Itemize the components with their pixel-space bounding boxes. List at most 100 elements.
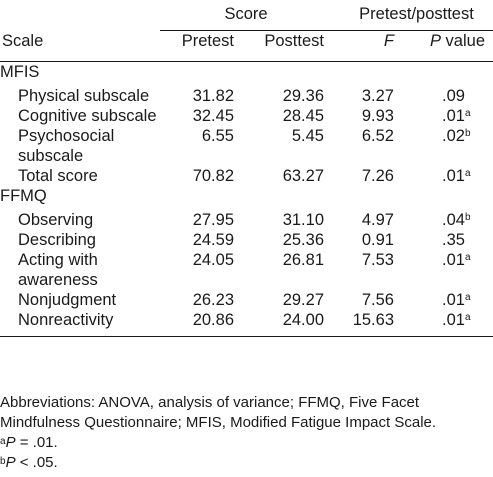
row-p-number: .09 — [442, 87, 465, 105]
row-scale-label-line-1: Total score — [18, 167, 98, 185]
row-pretest-value: 27.95 — [192, 211, 234, 229]
row-pretest-value: 70.82 — [192, 167, 234, 185]
row-f-value: 7.26 — [361, 167, 394, 185]
column-header-row: Scale Pretest Posttest F P value — [0, 30, 493, 62]
row-scale-label-line-2: awareness — [18, 271, 98, 289]
table-row: Acting with awareness 24.05 26.81 7.53 .01a — [0, 250, 493, 290]
row-scale-label-line-1: Cognitive subscale — [18, 107, 157, 125]
row-scale-label: Describing — [0, 230, 160, 250]
row-scale-label: Psychosocial subscale — [0, 126, 160, 166]
row-scale-label: Nonjudgment — [0, 290, 160, 310]
table-row: Nonreactivity 20.86 24.00 15.63.01a — [0, 310, 493, 337]
group-header-score: Score — [160, 4, 332, 31]
row-f-value: 7.56 — [361, 291, 394, 309]
row-posttest-value: 31.10 — [282, 211, 324, 229]
column-header-scale: Scale — [0, 30, 160, 62]
results-table: Score Pretest/posttest Scale Pretest Pos… — [0, 4, 493, 337]
row-scale-label-line-2: subscale — [18, 147, 84, 165]
row-p-footnote-mark: b — [464, 128, 471, 139]
row-scale-label-line-1: Physical subscale — [18, 87, 150, 105]
row-p-number: .02 — [442, 127, 465, 145]
row-pretest-value: 26.23 — [192, 291, 234, 309]
row-scale-label-line-1: Observing — [18, 211, 94, 229]
row-p-value: .35 — [408, 230, 493, 250]
section-row-mfis: MFIS — [0, 62, 493, 87]
row-p-footnote-mark: a — [464, 252, 471, 263]
row-p-value: .01a — [408, 250, 493, 290]
abbreviations-line-2: Mindfulness Questionnaire; MFIS, Modifie… — [0, 414, 437, 431]
row-p-value: .04b — [408, 210, 493, 230]
row-scale-label: Cognitive subscale — [0, 106, 160, 126]
row-f-value: 9.93 — [361, 107, 394, 125]
row-posttest-value: 25.36 — [282, 231, 324, 249]
column-header-f: F — [332, 30, 408, 62]
table-row: Cognitive subscale 32.45 28.45 9.93 .01a — [0, 106, 493, 126]
row-f-value: 4.97 — [361, 211, 394, 229]
row-posttest-value: 29.36 — [282, 87, 324, 105]
column-header-p-letter: P — [429, 32, 441, 50]
row-f-value: 6.52 — [361, 127, 394, 145]
footnote-b-p: P — [5, 454, 16, 471]
table-row: Psychosocial subscale 6.55 5.45 6.52 .02b — [0, 126, 493, 166]
row-posttest-value: 24.00 — [242, 310, 332, 337]
row-f-value: 3.27 — [361, 87, 394, 105]
footnote-a: aP = .01. — [0, 433, 490, 453]
row-pretest-value: 32.45 — [192, 107, 234, 125]
row-p-footnote-mark: a — [464, 312, 471, 323]
row-scale-label-line-1: Nonreactivity — [18, 311, 114, 329]
row-f-value: 7.53 — [361, 251, 394, 269]
row-p-footnote-mark: a — [464, 292, 471, 303]
row-scale-label-line-1: Psychosocial — [18, 127, 115, 145]
row-f-value: 15.63 — [332, 310, 408, 337]
row-pretest-value: 24.05 — [192, 251, 234, 269]
row-p-value: .01a — [408, 310, 493, 337]
column-header-posttest: Posttest — [242, 30, 332, 62]
row-posttest-value: 63.27 — [282, 167, 324, 185]
row-pretest-value: 24.59 — [192, 231, 234, 249]
footnote-b: bP < .05. — [0, 453, 490, 473]
abbreviations-line-1: Abbreviations: ANOVA, analysis of varian… — [0, 394, 420, 411]
section-label: MFIS — [0, 63, 40, 81]
row-scale-label: Total score — [0, 166, 160, 186]
row-p-footnote-mark: a — [464, 168, 471, 179]
table-row: Total score 70.82 63.27 7.26 .01a — [0, 166, 493, 186]
row-scale-label: Acting with awareness — [0, 250, 160, 290]
row-p-value: .01a — [408, 290, 493, 310]
row-p-value: .01a — [408, 106, 493, 126]
table-notes: Abbreviations: ANOVA, analysis of varian… — [0, 393, 490, 473]
row-pretest-value: 31.82 — [192, 87, 234, 105]
row-scale-label: Observing — [0, 210, 160, 230]
row-posttest-value: 5.45 — [291, 127, 324, 145]
row-p-value: .01a — [408, 166, 493, 186]
row-p-number: .04 — [442, 211, 465, 229]
row-p-number: .01 — [442, 107, 465, 125]
row-p-number: .01 — [442, 311, 465, 329]
row-p-number: .35 — [442, 231, 465, 249]
column-header-p-rest: value — [440, 32, 485, 50]
row-posttest-value: 26.81 — [282, 251, 324, 269]
row-p-footnote-mark: b — [464, 212, 471, 223]
row-f-value: 0.91 — [361, 231, 394, 249]
row-posttest-value: 29.27 — [282, 291, 324, 309]
column-header-p-value: P value — [408, 30, 493, 62]
row-scale-label: Nonreactivity — [0, 310, 160, 337]
footnote-a-mark: a — [0, 436, 6, 447]
row-posttest-value: 28.45 — [282, 107, 324, 125]
footnote-a-text: = .01. — [15, 434, 58, 451]
row-p-value: .09 — [408, 86, 493, 106]
row-scale-label-line-1: Acting with — [18, 251, 98, 269]
row-p-value: .02b — [408, 126, 493, 166]
column-header-pretest: Pretest — [160, 30, 242, 62]
group-header-pretest-posttest: Pretest/posttest — [332, 4, 493, 31]
footnote-b-text: < .05. — [15, 454, 58, 471]
footnote-b-mark: b — [0, 456, 6, 467]
row-scale-label-line-1: Nonjudgment — [18, 291, 117, 309]
row-p-number: .01 — [442, 291, 465, 309]
row-p-number: .01 — [442, 251, 465, 269]
table-body: MFIS Physical subscale 31.82 29.36 3.27.09 Co… — [0, 62, 493, 337]
row-scale-label: Physical subscale — [0, 86, 160, 106]
section-label: FFMQ — [0, 187, 47, 205]
table-row: Observing 27.95 31.10 4.97 .04b — [0, 210, 493, 230]
row-scale-label-line-1: Describing — [18, 231, 96, 249]
